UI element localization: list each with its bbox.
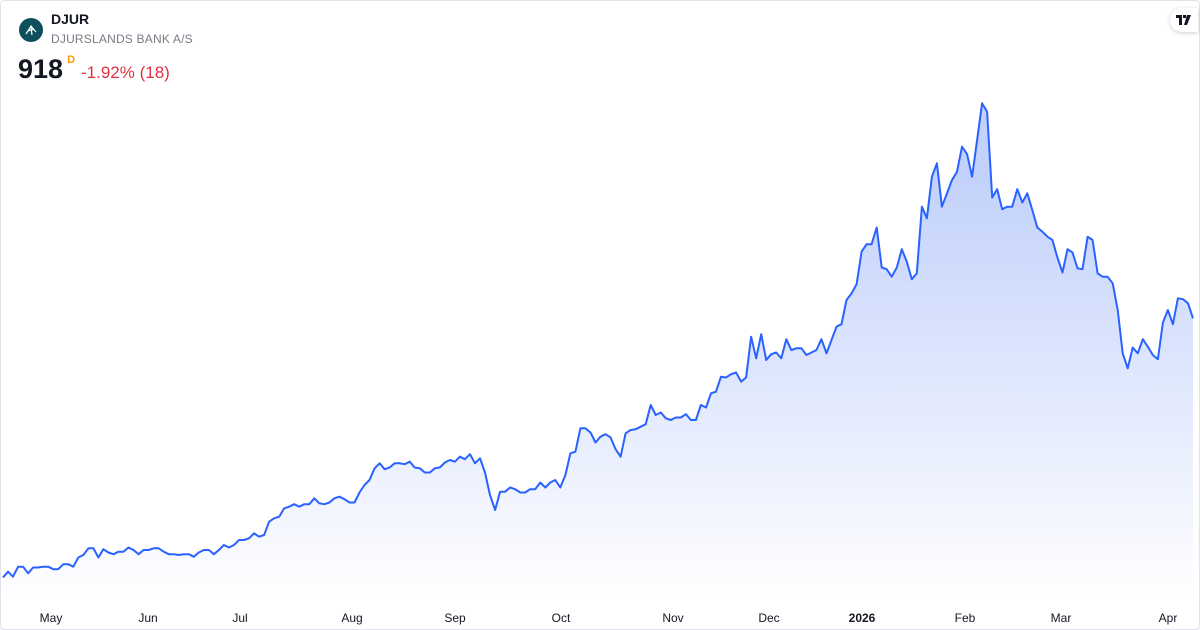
company-logo-icon [19, 18, 43, 42]
tradingview-logo-icon[interactable] [1170, 8, 1198, 32]
ticker-symbol: DJUR [51, 11, 90, 27]
x-tick-label: Nov [662, 611, 683, 625]
x-tick-label: 2026 [849, 611, 876, 625]
x-tick-label: Apr [1159, 611, 1178, 625]
x-tick-label: Jul [232, 611, 247, 625]
x-axis: May Jun Jul Aug Sep Oct Nov Dec 2026 Feb Mar Apr [40, 611, 1178, 625]
period-indicator: D [67, 54, 76, 66]
company-name: DJURSLANDS BANK A/S [51, 32, 193, 46]
last-price: 918 [18, 54, 64, 84]
x-tick-label: Jun [138, 611, 157, 625]
x-tick-label: Oct [552, 611, 571, 625]
x-tick-label: Feb [955, 611, 976, 625]
price-change: -1.92% (18) [81, 63, 170, 82]
price-row: 918 D -1.92% (18) [18, 53, 170, 85]
x-tick-label: Aug [341, 611, 362, 625]
x-tick-label: Dec [758, 611, 779, 625]
price-area-fill [3, 103, 1193, 601]
symbol-titles: DJUR DJURSLANDS BANK A/S [51, 11, 193, 47]
price-line [2, 102, 1194, 579]
x-tick-label: Sep [444, 611, 466, 625]
x-tick-label: Mar [1051, 611, 1072, 625]
x-tick-label: May [40, 611, 63, 625]
